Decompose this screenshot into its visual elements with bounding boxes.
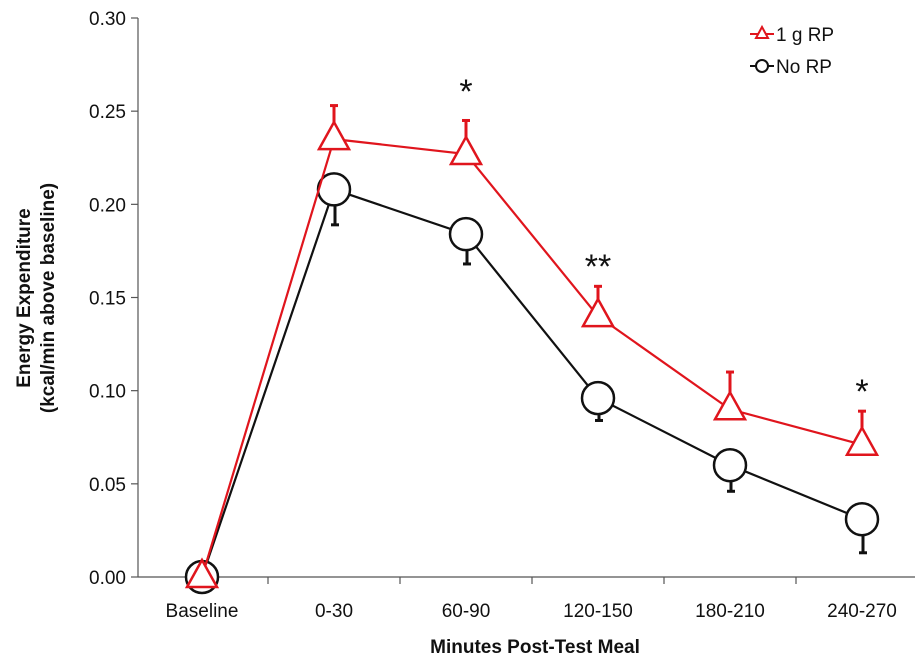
series-1g-rp	[184, 104, 880, 589]
data-point	[580, 296, 616, 328]
y-axis-title: Energy Expenditure (kcal/min above basel…	[14, 183, 59, 413]
data-point	[844, 501, 880, 537]
x-tick-label: 180-210	[695, 601, 765, 622]
data-point	[844, 425, 880, 456]
y-tick-label: 0.25	[89, 102, 126, 123]
x-axis-title: Minutes Post-Test Meal	[430, 637, 640, 658]
series-line	[200, 137, 863, 578]
y-axis-title-line2: (kcal/min above baseline)	[38, 183, 59, 413]
x-axis-ticks: Baseline 0-30 60-90 120-150 180-210 240-270	[166, 577, 897, 622]
series-line	[200, 188, 863, 578]
legend-circle-marker	[755, 59, 769, 73]
legend: 1 g RP No RP	[750, 24, 834, 78]
legend-label-no-rp: No RP	[776, 57, 832, 78]
significance-marker: **	[585, 248, 611, 286]
significance-marker: *	[855, 373, 868, 411]
legend-entry-no-rp: No RP	[750, 57, 832, 78]
y-tick-label: 0.15	[89, 289, 126, 310]
series-layer	[184, 104, 880, 595]
y-axis-ticks: 0.00 0.05 0.10 0.15 0.20 0.25 0.30	[89, 9, 138, 589]
significance-marker: *	[459, 73, 472, 111]
y-axis-title-line1: Energy Expenditure	[14, 208, 35, 388]
x-tick-label: 0-30	[315, 601, 353, 622]
y-tick-label: 0.30	[89, 9, 126, 30]
data-point	[712, 447, 748, 483]
data-point	[448, 216, 484, 252]
significance-annotations: ****	[459, 73, 868, 411]
data-point	[712, 389, 748, 421]
y-tick-label: 0.00	[89, 568, 126, 589]
data-point	[184, 557, 220, 589]
data-point	[448, 134, 484, 166]
y-tick-label: 0.05	[89, 475, 126, 496]
data-point	[580, 380, 616, 416]
x-tick-label: 60-90	[442, 601, 491, 622]
y-tick-label: 0.20	[89, 195, 126, 216]
legend-label-1g-rp: 1 g RP	[776, 25, 834, 46]
data-point	[316, 119, 352, 151]
x-tick-label: 240-270	[827, 601, 897, 622]
x-tick-label: Baseline	[166, 601, 239, 622]
legend-entry-1g-rp: 1 g RP	[750, 24, 834, 46]
x-tick-label: 120-150	[563, 601, 633, 622]
y-tick-label: 0.10	[89, 382, 126, 403]
legend-triangle-marker	[754, 24, 770, 39]
